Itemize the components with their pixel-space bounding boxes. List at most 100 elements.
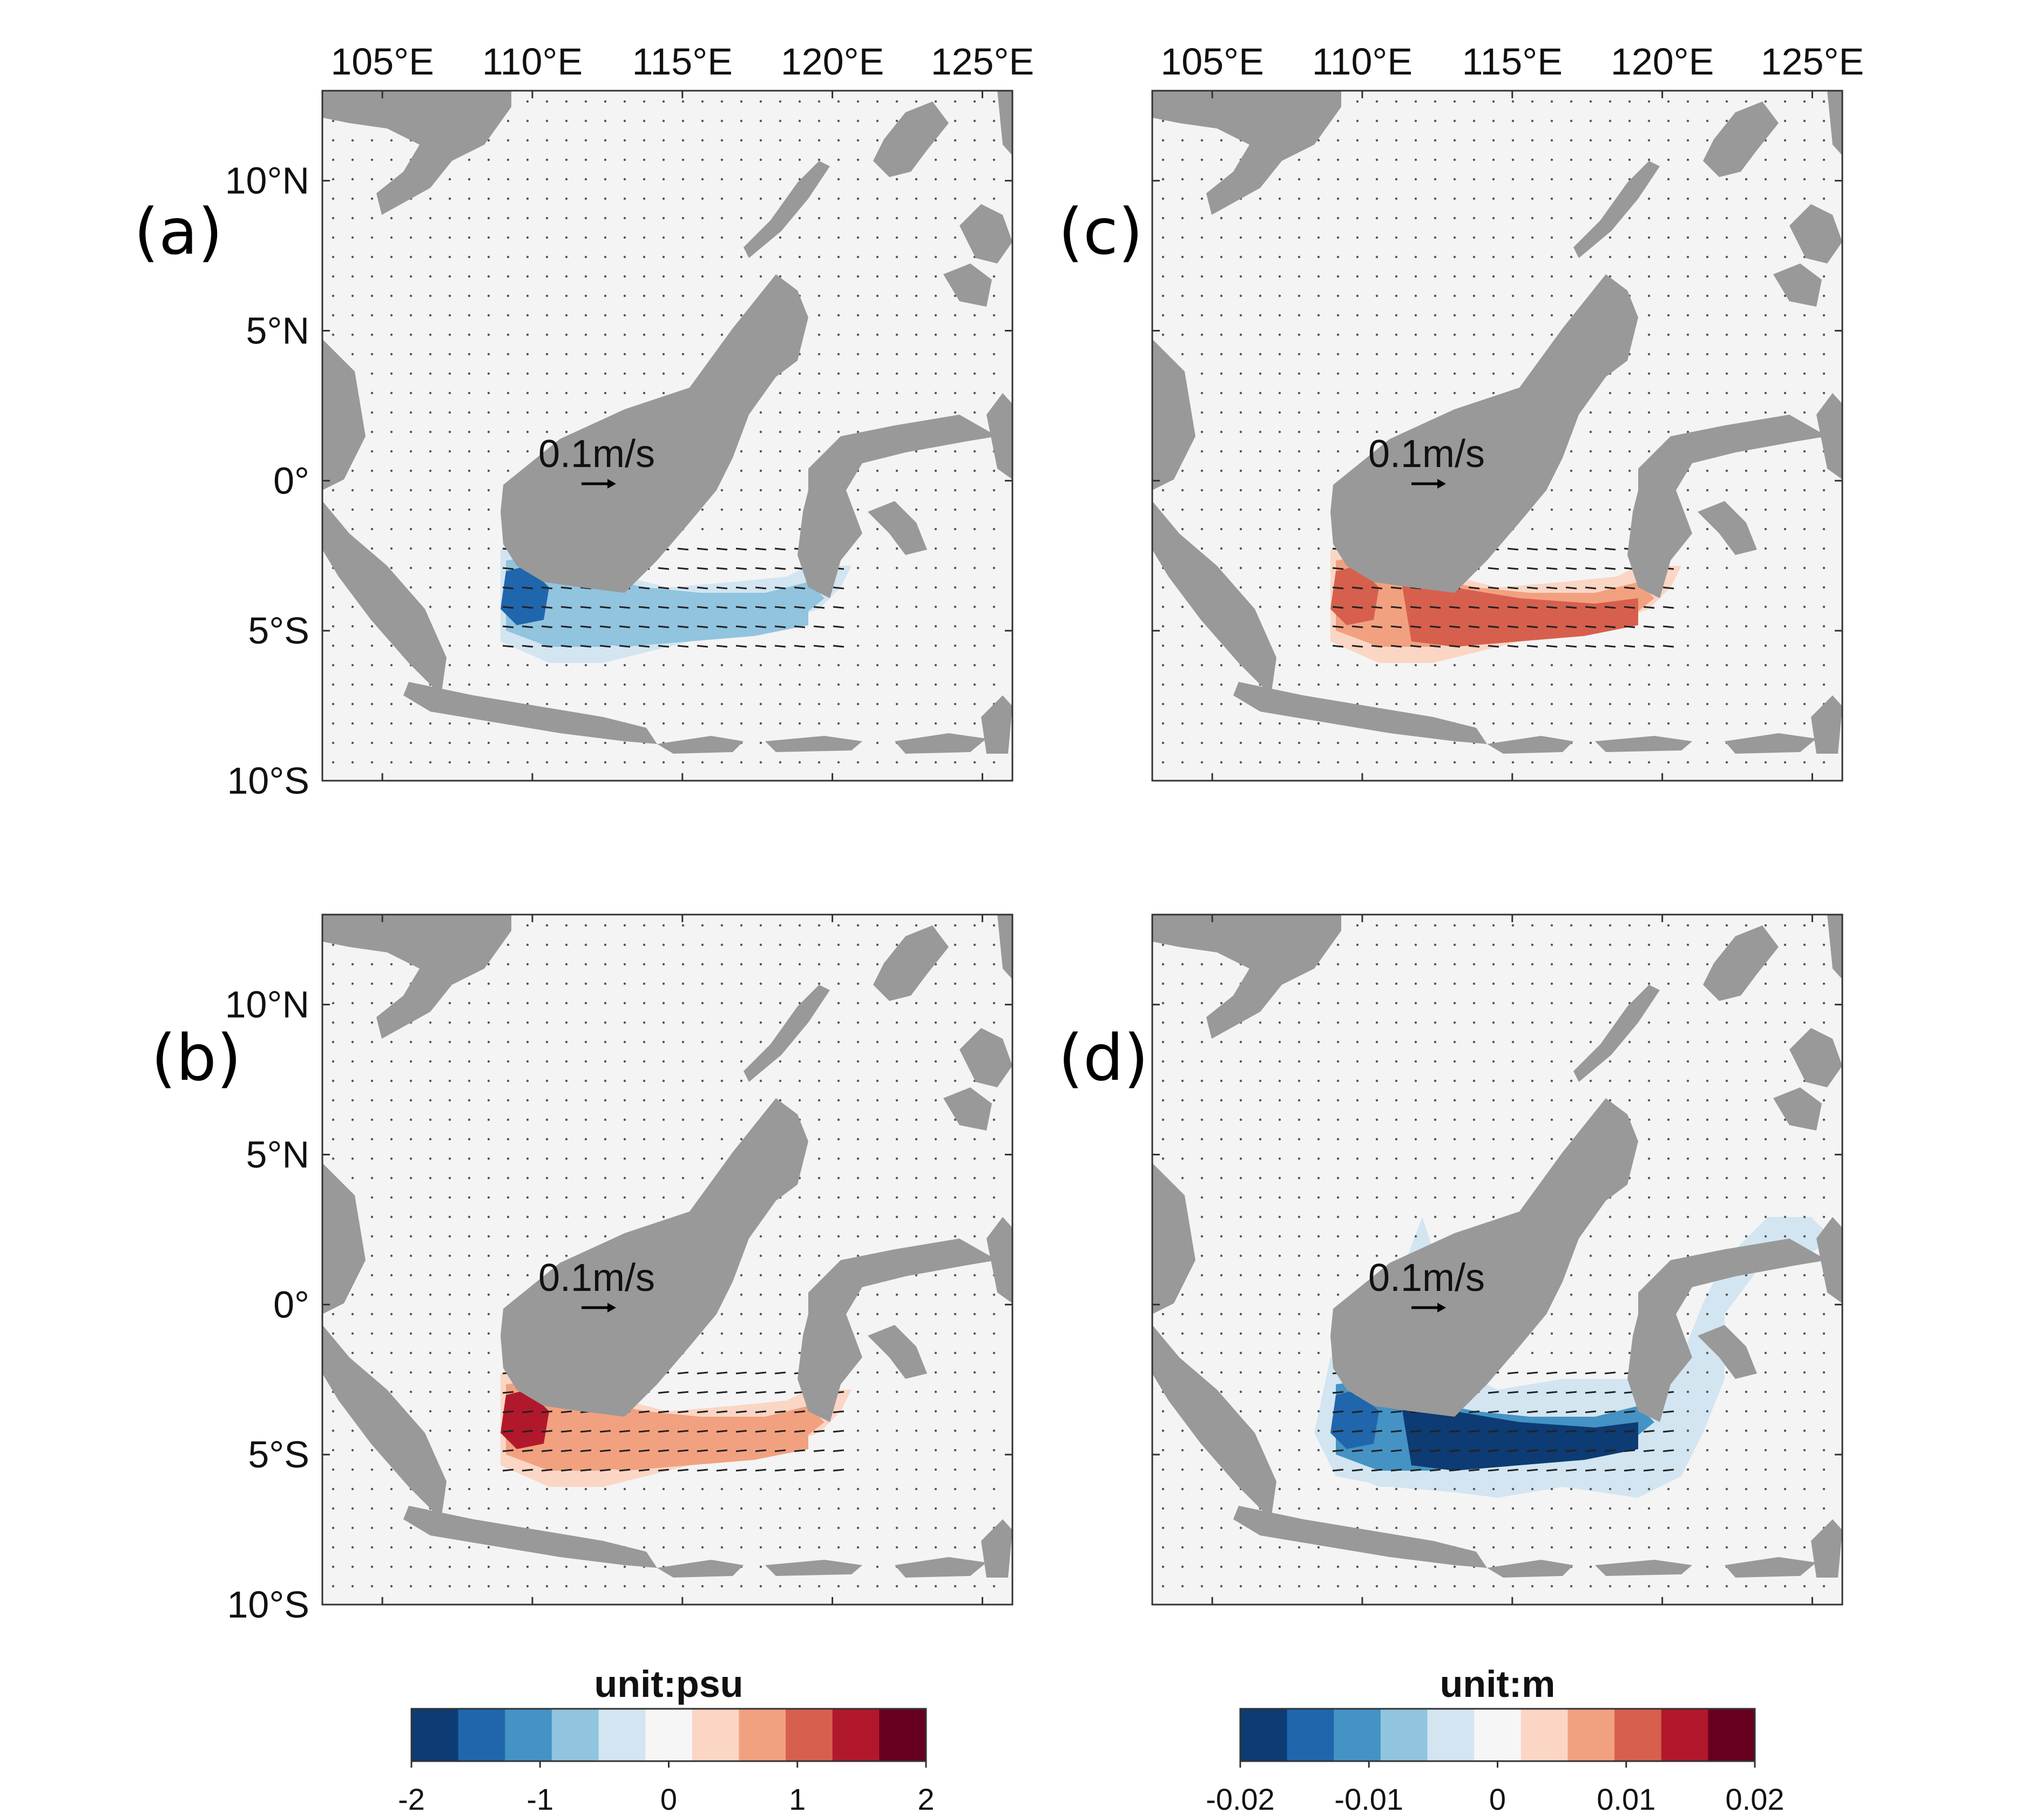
velocity-dot	[1317, 1002, 1320, 1005]
velocity-dot	[565, 1254, 568, 1257]
velocity-dot	[565, 1021, 568, 1024]
velocity-dot	[1395, 1021, 1398, 1024]
lon-tick-label: 125°E	[931, 40, 1034, 83]
velocity-dot	[545, 664, 549, 667]
velocity-dot	[526, 683, 529, 686]
velocity-dot	[779, 100, 782, 103]
velocity-dot	[390, 683, 393, 686]
velocity-arrow	[1488, 1469, 1499, 1472]
velocity-arrow	[638, 606, 650, 609]
velocity-dot	[701, 1060, 704, 1063]
velocity-dot	[1706, 178, 1709, 181]
velocity-dot	[1375, 1040, 1378, 1044]
velocity-dot	[1414, 1565, 1417, 1568]
velocity-arrow	[1585, 586, 1597, 590]
velocity-arrow	[1546, 1449, 1558, 1452]
velocity-dot	[1783, 963, 1787, 966]
velocity-arrow	[1410, 606, 1422, 609]
velocity-dot	[409, 1293, 413, 1296]
velocity-arrow	[1390, 1430, 1402, 1433]
velocity-dot	[759, 1507, 762, 1510]
velocity-dot	[915, 294, 918, 297]
velocity-dot	[429, 741, 432, 745]
velocity-arrow	[735, 1469, 747, 1472]
velocity-dot	[701, 1351, 704, 1355]
anomaly-patch-west	[501, 566, 549, 625]
velocity-dot	[954, 100, 957, 103]
velocity-dot	[1220, 508, 1223, 511]
velocity-dot	[1220, 982, 1223, 985]
velocity-arrow	[774, 586, 786, 590]
velocity-dot	[643, 702, 646, 706]
velocity-dot	[1259, 1215, 1262, 1219]
velocity-dot	[1822, 1487, 1826, 1491]
velocity-dot	[895, 255, 898, 259]
velocity-dot	[1822, 1118, 1826, 1121]
velocity-dot	[681, 1157, 685, 1160]
velocity-arrow	[1371, 1449, 1383, 1452]
velocity-dot	[681, 1118, 685, 1121]
velocity-dot	[1647, 119, 1651, 123]
velocity-dot	[992, 924, 996, 927]
velocity-dot	[351, 1312, 354, 1316]
velocity-dot	[662, 982, 665, 985]
velocity-dot	[1259, 430, 1262, 434]
velocity-dot	[1589, 1332, 1592, 1335]
velocity-arrow	[1526, 586, 1538, 590]
velocity-dot	[526, 1215, 529, 1219]
velocity-dot	[565, 963, 568, 966]
velocity-dot	[1783, 586, 1787, 589]
velocity-dot	[1395, 1235, 1398, 1238]
velocity-dot	[1297, 353, 1301, 356]
velocity-dot	[351, 1449, 354, 1452]
velocity-dot	[817, 1585, 821, 1588]
velocity-dot	[526, 275, 529, 278]
velocity-arrow	[1507, 1449, 1519, 1452]
velocity-dot	[1667, 1254, 1670, 1257]
velocity-dot	[448, 1371, 451, 1374]
velocity-dot	[1745, 508, 1748, 511]
velocity-dot	[643, 1021, 646, 1024]
velocity-dot	[1764, 1021, 1767, 1024]
velocity-dot	[1297, 761, 1301, 764]
velocity-dot	[1764, 1274, 1767, 1277]
velocity-dot	[1356, 450, 1359, 453]
velocity-dot	[1822, 761, 1826, 764]
velocity-dot	[370, 644, 374, 647]
velocity-dot	[934, 1468, 937, 1471]
velocity-dot	[468, 197, 471, 200]
velocity-dot	[1822, 1429, 1826, 1432]
velocity-dot	[332, 1487, 335, 1491]
velocity-dot	[370, 333, 374, 336]
velocity-dot	[1783, 722, 1787, 725]
velocity-dot	[390, 1079, 393, 1082]
velocity-dot	[351, 294, 354, 297]
velocity-dot	[1822, 1021, 1826, 1024]
velocity-dot	[837, 1040, 840, 1044]
velocity-dot	[1297, 1429, 1301, 1432]
velocity-dot	[1725, 1138, 1728, 1141]
velocity-dot	[973, 1487, 976, 1491]
velocity-dot	[817, 119, 821, 123]
velocity-dot	[1278, 1332, 1281, 1335]
velocity-dot	[584, 1176, 587, 1180]
velocity-dot	[409, 1390, 413, 1393]
velocity-dot	[895, 1468, 898, 1471]
velocity-dot	[759, 255, 762, 259]
velocity-dot	[759, 982, 762, 985]
velocity-dot	[1764, 625, 1767, 628]
velocity-dot	[526, 158, 529, 161]
velocity-dot	[409, 411, 413, 414]
velocity-arrow	[1507, 606, 1519, 609]
velocity-dot	[1783, 1332, 1787, 1335]
velocity-dot	[565, 372, 568, 375]
velocity-dot	[1589, 1293, 1592, 1296]
velocity-dot	[351, 158, 354, 161]
velocity-dot	[1181, 1021, 1184, 1024]
velocity-dot	[1822, 294, 1826, 297]
velocity-dot	[934, 1021, 937, 1024]
velocity-dot	[1686, 1196, 1689, 1199]
velocity-arrow	[677, 625, 689, 628]
velocity-dot	[448, 314, 451, 317]
velocity-dot	[759, 1002, 762, 1005]
